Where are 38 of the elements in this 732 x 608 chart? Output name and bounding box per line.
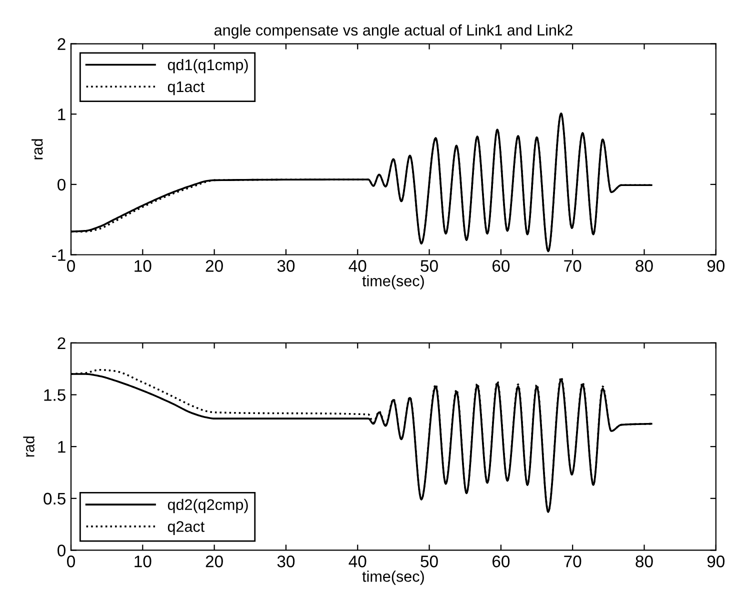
x-tick-label: 0 bbox=[67, 556, 75, 568]
x-tick-label: 80 bbox=[636, 260, 653, 272]
x-tick-label: 30 bbox=[277, 556, 295, 568]
x-tick-label: 20 bbox=[206, 556, 223, 568]
y-tick-label: 0.5 bbox=[44, 492, 66, 505]
x-tick-label: 70 bbox=[564, 556, 582, 568]
legend-label: qd2(q2cmp) bbox=[168, 498, 248, 514]
x-tick-label: 10 bbox=[134, 260, 152, 272]
y-tick-label: -1 bbox=[52, 249, 66, 261]
y-tick-label: 1.5 bbox=[44, 389, 66, 401]
y-axis-title: rad bbox=[32, 139, 43, 160]
y-tick-label: 1 bbox=[58, 108, 66, 120]
legend-label: q1act bbox=[168, 81, 205, 96]
x-tick-label: 0 bbox=[67, 260, 75, 272]
y-tick-label: 2 bbox=[58, 337, 66, 349]
x-tick-label: 60 bbox=[492, 556, 510, 568]
y-tick-label: 0 bbox=[58, 178, 66, 191]
x-tick-label: 90 bbox=[707, 260, 725, 272]
legend-label: q2act bbox=[168, 521, 205, 535]
y-tick-label: 2 bbox=[58, 38, 66, 50]
x-tick-label: 50 bbox=[420, 556, 438, 568]
x-tick-label: 50 bbox=[420, 260, 438, 272]
y-tick-label: 1 bbox=[58, 441, 66, 453]
x-tick-label: 90 bbox=[707, 556, 725, 568]
y-axis-title: rad bbox=[23, 436, 34, 457]
x-tick-label: 10 bbox=[134, 556, 152, 568]
chart-title: angle compensate vs angle actual of Link1 and Link2 bbox=[214, 24, 572, 39]
x-tick-label: 70 bbox=[564, 260, 582, 272]
x-tick-label: 60 bbox=[492, 260, 510, 272]
x-tick-label: 80 bbox=[636, 556, 653, 568]
x-tick-label: 20 bbox=[206, 260, 223, 272]
legend-label: qd1(q1cmp) bbox=[168, 59, 248, 74]
x-tick-label: 40 bbox=[348, 556, 366, 568]
x-tick-label: 40 bbox=[348, 260, 366, 272]
x-axis-title: time(sec) bbox=[362, 275, 424, 290]
y-tick-label: 0 bbox=[58, 544, 66, 556]
x-tick-label: 30 bbox=[277, 260, 295, 272]
x-axis-title: time(sec) bbox=[362, 570, 424, 585]
